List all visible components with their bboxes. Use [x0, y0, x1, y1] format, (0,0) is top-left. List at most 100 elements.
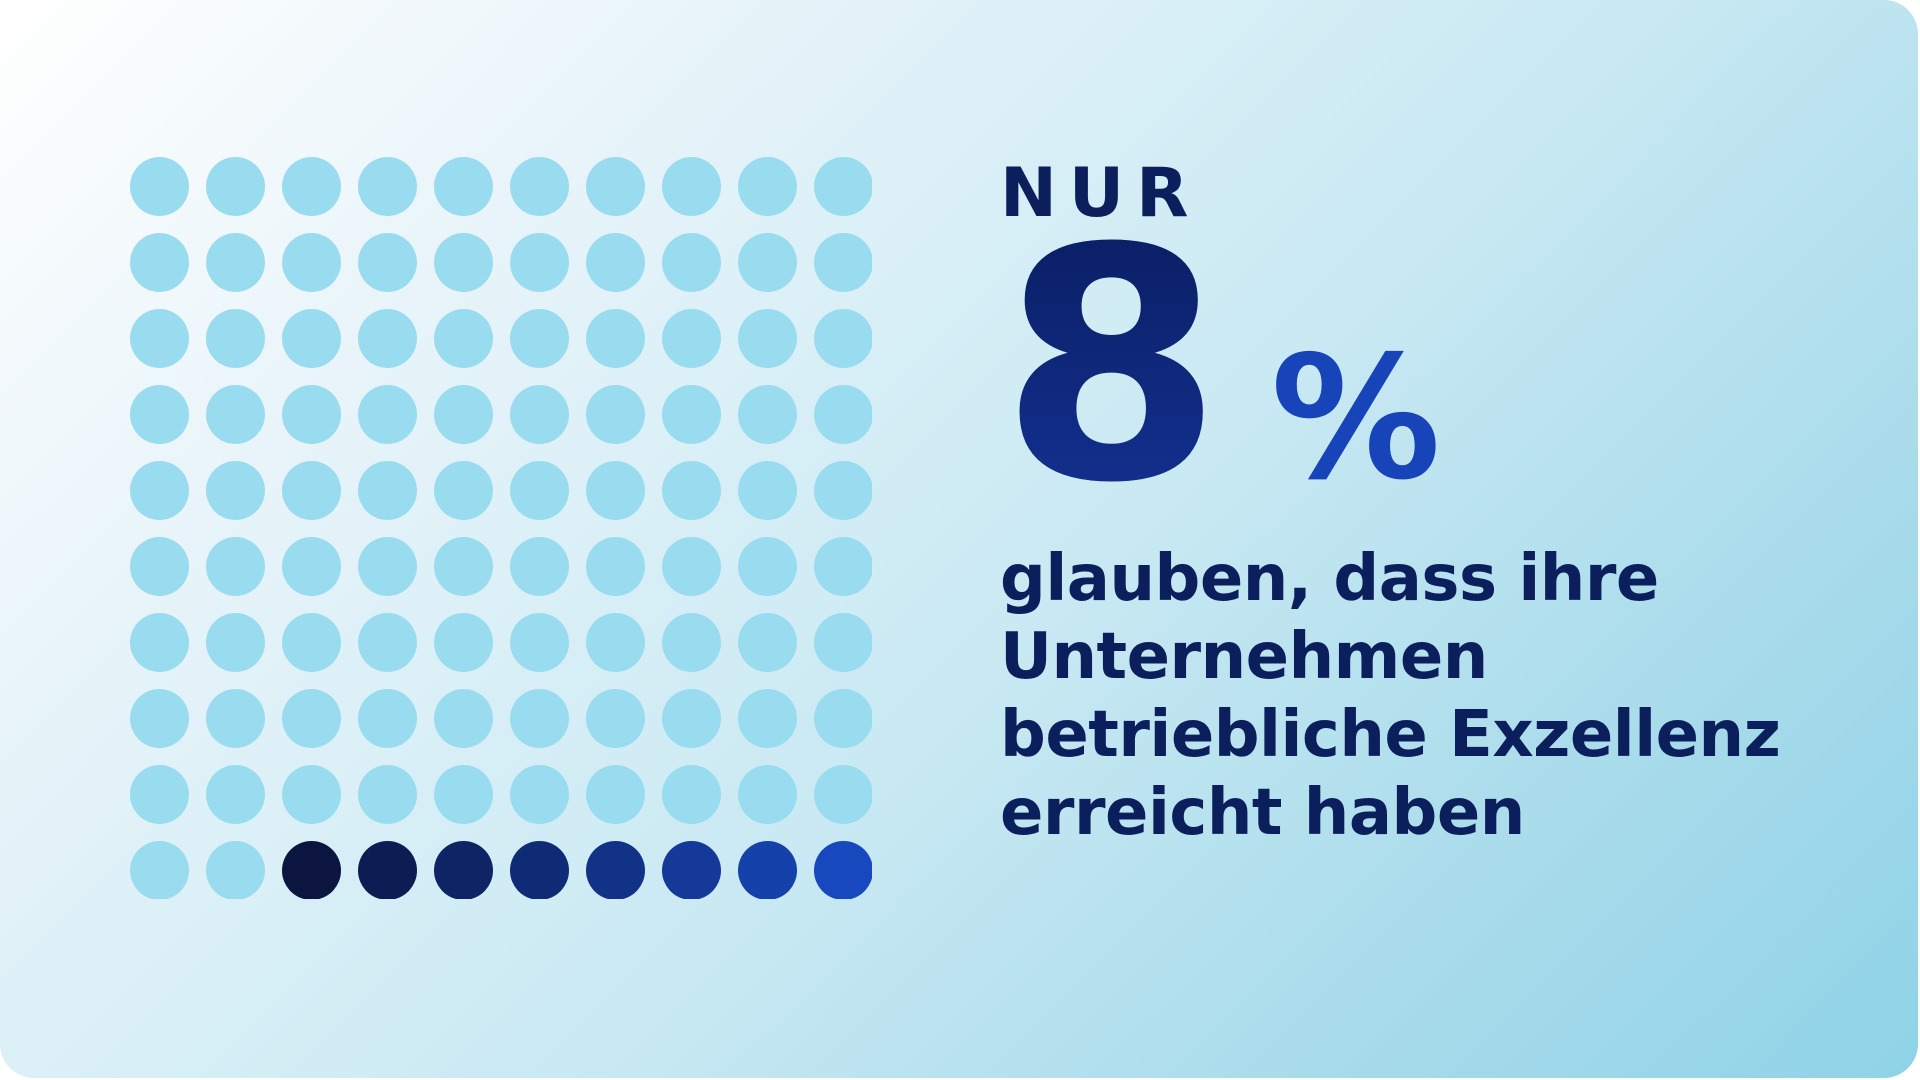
- waffle-dot: [738, 157, 797, 216]
- waffle-dot: [130, 385, 189, 444]
- waffle-dot: [586, 765, 645, 824]
- waffle-dot: [434, 309, 493, 368]
- waffle-dot: [206, 613, 265, 672]
- waffle-dot: [206, 689, 265, 748]
- waffle-dot: [814, 233, 872, 292]
- waffle-dot: [662, 157, 721, 216]
- kicker-label: NUR: [1000, 154, 1201, 233]
- waffle-dot: [510, 385, 569, 444]
- waffle-dot: [586, 157, 645, 216]
- waffle-dot-highlighted: [510, 841, 569, 899]
- waffle-dot: [130, 157, 189, 216]
- stat-value-group: 8 %: [1000, 181, 1880, 553]
- waffle-dot: [130, 233, 189, 292]
- waffle-dot-highlighted: [282, 841, 341, 899]
- waffle-dot: [814, 157, 872, 216]
- waffle-dot: [738, 689, 797, 748]
- waffle-dot: [358, 385, 417, 444]
- waffle-dot: [662, 689, 721, 748]
- waffle-dot: [282, 385, 341, 444]
- waffle-dot: [434, 157, 493, 216]
- waffle-dot: [586, 689, 645, 748]
- waffle-dot: [130, 309, 189, 368]
- waffle-dot: [206, 157, 265, 216]
- waffle-dot: [586, 613, 645, 672]
- waffle-dot: [282, 309, 341, 368]
- waffle-dot: [662, 385, 721, 444]
- waffle-dot: [738, 461, 797, 520]
- waffle-dot: [130, 537, 189, 596]
- stat-description: glauben, dass ihre Unternehmen betriebli…: [1000, 540, 1880, 852]
- waffle-dot: [130, 765, 189, 824]
- waffle-dot: [510, 689, 569, 748]
- waffle-dot: [510, 461, 569, 520]
- description-line: Unternehmen: [1000, 620, 1488, 694]
- waffle-dot: [434, 537, 493, 596]
- waffle-dot: [206, 233, 265, 292]
- waffle-dot: [814, 689, 872, 748]
- waffle-dot-highlighted: [662, 841, 721, 899]
- waffle-dot: [358, 157, 417, 216]
- waffle-dot: [434, 385, 493, 444]
- waffle-dot: [662, 309, 721, 368]
- waffle-dot: [206, 537, 265, 596]
- waffle-dot: [814, 461, 872, 520]
- waffle-dot: [662, 613, 721, 672]
- waffle-dot: [738, 233, 797, 292]
- waffle-dot: [206, 385, 265, 444]
- waffle-dot: [662, 233, 721, 292]
- description-line: betriebliche Exzellenz: [1000, 698, 1781, 772]
- waffle-dot: [814, 309, 872, 368]
- waffle-dot: [434, 613, 493, 672]
- waffle-dot: [738, 765, 797, 824]
- waffle-dot-highlighted: [814, 841, 872, 899]
- waffle-dot: [282, 537, 341, 596]
- waffle-dot: [358, 613, 417, 672]
- waffle-dot: [510, 309, 569, 368]
- waffle-dot: [662, 537, 721, 596]
- waffle-dot: [434, 689, 493, 748]
- waffle-dot: [586, 309, 645, 368]
- waffle-dot: [510, 613, 569, 672]
- waffle-dot: [586, 461, 645, 520]
- waffle-dot: [434, 233, 493, 292]
- waffle-dot: [282, 613, 341, 672]
- waffle-dot: [814, 385, 872, 444]
- waffle-dot-highlighted: [434, 841, 493, 899]
- waffle-dot: [282, 461, 341, 520]
- waffle-dot: [130, 689, 189, 748]
- waffle-dot: [662, 461, 721, 520]
- waffle-dot-highlighted: [738, 841, 797, 899]
- waffle-dot: [206, 841, 265, 899]
- waffle-chart: [130, 157, 872, 899]
- waffle-dot: [662, 765, 721, 824]
- waffle-dot: [282, 689, 341, 748]
- waffle-dot: [510, 233, 569, 292]
- waffle-dot: [586, 537, 645, 596]
- waffle-dot: [586, 385, 645, 444]
- waffle-dot: [738, 309, 797, 368]
- waffle-dot: [206, 765, 265, 824]
- waffle-dot: [586, 233, 645, 292]
- waffle-dot: [814, 537, 872, 596]
- waffle-dot: [130, 461, 189, 520]
- waffle-dot: [738, 385, 797, 444]
- stat-text-block: NUR 8 % glauben, dass ihre Unternehmen b…: [1000, 160, 1880, 852]
- waffle-dot: [282, 157, 341, 216]
- waffle-dot: [358, 537, 417, 596]
- description-line: erreicht haben: [1000, 776, 1525, 850]
- waffle-dot: [738, 537, 797, 596]
- waffle-dot: [434, 765, 493, 824]
- waffle-dot: [434, 461, 493, 520]
- waffle-dot: [510, 765, 569, 824]
- waffle-dot: [814, 613, 872, 672]
- waffle-dot: [358, 765, 417, 824]
- waffle-dot: [282, 233, 341, 292]
- waffle-dot: [358, 689, 417, 748]
- description-line: glauben, dass ihre: [1000, 542, 1659, 616]
- stat-percent-sign: %: [1270, 320, 1441, 518]
- waffle-dot: [814, 765, 872, 824]
- waffle-dot: [738, 613, 797, 672]
- waffle-dot: [510, 537, 569, 596]
- stat-number: 8: [1000, 181, 1223, 553]
